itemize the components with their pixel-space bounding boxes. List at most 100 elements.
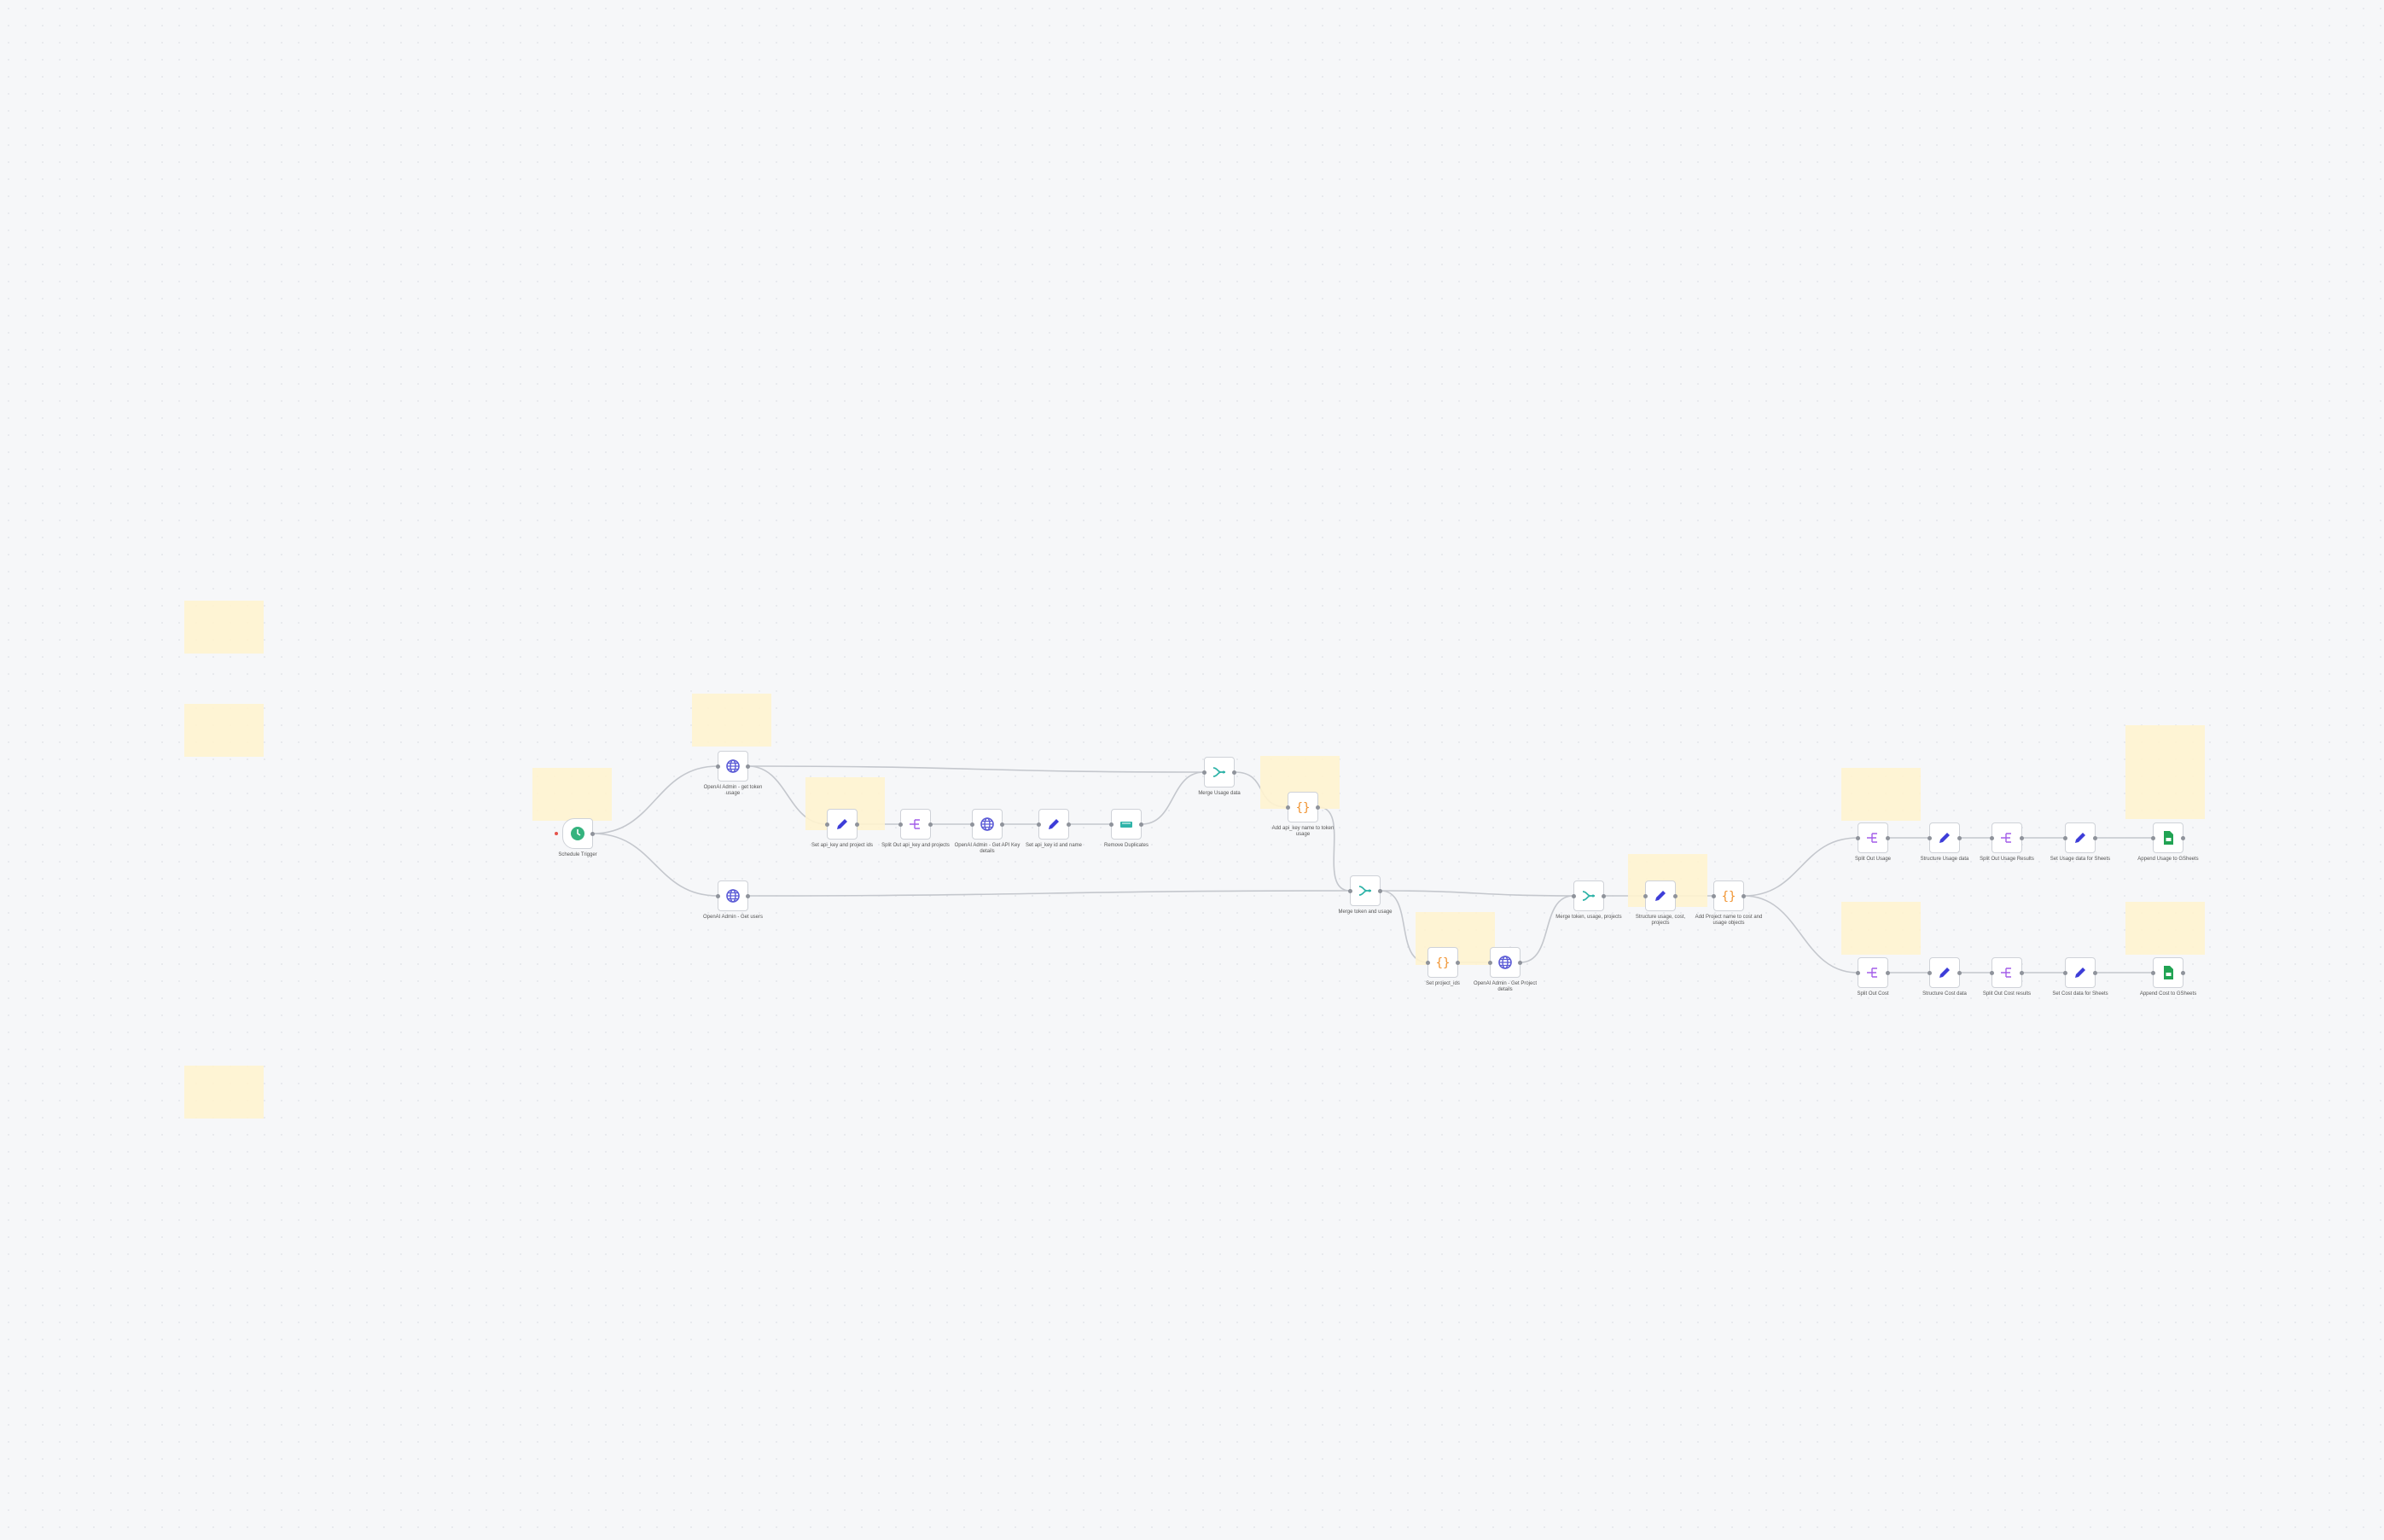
input-handle[interactable] xyxy=(2063,971,2067,975)
node-structure-usage-cost-projects[interactable] xyxy=(1643,880,1678,911)
connection-line[interactable] xyxy=(1743,837,1858,897)
input-handle[interactable] xyxy=(1990,836,1994,840)
output-handle[interactable] xyxy=(1232,770,1236,775)
sticky-note[interactable] xyxy=(1841,768,1921,821)
sticky-note[interactable] xyxy=(184,1066,264,1119)
output-handle[interactable] xyxy=(2181,971,2185,975)
output-handle[interactable] xyxy=(1602,894,1606,898)
sticky-note[interactable] xyxy=(532,768,612,821)
node-split-out-cost[interactable] xyxy=(1856,957,1890,988)
input-handle[interactable] xyxy=(2151,836,2155,840)
input-handle[interactable] xyxy=(716,764,720,769)
connection-line[interactable] xyxy=(747,890,1351,897)
input-handle[interactable] xyxy=(1856,971,1860,975)
input-handle[interactable] xyxy=(1990,971,1994,975)
node-add-api-key-name-to-token-usage[interactable]: {} xyxy=(1286,792,1320,822)
pencil-icon xyxy=(1655,891,1666,901)
output-handle[interactable] xyxy=(590,832,595,836)
input-handle[interactable] xyxy=(716,894,720,898)
input-handle[interactable] xyxy=(2063,836,2067,840)
output-handle[interactable] xyxy=(1673,894,1678,898)
output-handle[interactable] xyxy=(2093,836,2097,840)
connection-line[interactable] xyxy=(1380,890,1574,897)
input-handle[interactable] xyxy=(2151,971,2155,975)
node-split-out-api-key-and-projects[interactable] xyxy=(898,809,933,840)
input-handle[interactable] xyxy=(1109,822,1114,827)
output-handle[interactable] xyxy=(1316,805,1320,810)
sticky-note[interactable] xyxy=(2125,902,2205,955)
connection-line[interactable] xyxy=(747,765,1205,773)
node-split-out-cost-results[interactable] xyxy=(1990,957,2024,988)
input-handle[interactable] xyxy=(970,822,974,827)
node-set-project-ids[interactable]: {} xyxy=(1426,947,1460,978)
output-handle[interactable] xyxy=(2093,971,2097,975)
output-handle[interactable] xyxy=(1378,889,1382,893)
output-handle[interactable] xyxy=(1886,836,1890,840)
output-handle[interactable] xyxy=(746,894,750,898)
output-handle[interactable] xyxy=(2020,836,2024,840)
input-handle[interactable] xyxy=(1348,889,1352,893)
node-append-cost-to-gsheets[interactable] xyxy=(2151,957,2185,988)
sticky-note[interactable] xyxy=(692,694,771,747)
connection-line[interactable] xyxy=(592,833,718,897)
connection-line[interactable] xyxy=(1520,895,1574,963)
node-set-usage-data-for-sheets[interactable] xyxy=(2063,822,2097,853)
node-structure-usage-data[interactable] xyxy=(1928,822,1962,853)
input-handle[interactable] xyxy=(1202,770,1207,775)
input-handle[interactable] xyxy=(1572,894,1576,898)
output-handle[interactable] xyxy=(1741,894,1746,898)
connection-line[interactable] xyxy=(1317,806,1351,892)
node-split-out-usage[interactable] xyxy=(1856,822,1890,853)
code-icon: {} xyxy=(1296,801,1311,815)
sticky-note[interactable] xyxy=(2125,725,2205,819)
node-set-cost-data-for-sheets[interactable] xyxy=(2063,957,2097,988)
output-handle[interactable] xyxy=(928,822,933,827)
node-merge-token-and-usage[interactable] xyxy=(1348,875,1382,906)
node-merge-usage-data[interactable] xyxy=(1202,757,1236,787)
node-set-api-key-id-and-name[interactable] xyxy=(1037,809,1071,840)
connection-line[interactable] xyxy=(1141,771,1205,825)
output-handle[interactable] xyxy=(1518,961,1522,965)
node-set-api-key-and-project-ids[interactable] xyxy=(825,809,859,840)
node-openai-admin-get-users[interactable] xyxy=(716,880,750,911)
input-handle[interactable] xyxy=(1286,805,1290,810)
sticky-note[interactable] xyxy=(184,704,264,757)
node-openai-admin-get-token-usage[interactable] xyxy=(716,751,750,782)
output-handle[interactable] xyxy=(1000,822,1004,827)
merge-icon xyxy=(1582,891,1595,901)
input-handle[interactable] xyxy=(1856,836,1860,840)
output-handle[interactable] xyxy=(1886,971,1890,975)
output-handle[interactable] xyxy=(1957,971,1962,975)
node-openai-admin-get-project-details[interactable] xyxy=(1488,947,1522,978)
node-merge-token-usage-projects[interactable] xyxy=(1572,880,1606,911)
output-handle[interactable] xyxy=(1456,961,1460,965)
input-handle[interactable] xyxy=(1643,894,1648,898)
input-handle[interactable] xyxy=(1488,961,1492,965)
output-handle[interactable] xyxy=(1957,836,1962,840)
input-handle[interactable] xyxy=(1928,836,1932,840)
input-handle[interactable] xyxy=(1928,971,1932,975)
sticky-note[interactable] xyxy=(184,601,264,654)
output-handle[interactable] xyxy=(855,822,859,827)
connection-line[interactable] xyxy=(1743,895,1858,973)
input-handle[interactable] xyxy=(898,822,903,827)
node-structure-cost-data[interactable] xyxy=(1928,957,1962,988)
output-handle[interactable] xyxy=(2181,836,2185,840)
connection-line[interactable] xyxy=(592,765,718,834)
node-schedule-trigger[interactable] xyxy=(562,818,595,849)
node-openai-admin-get-api-key-details[interactable] xyxy=(970,809,1004,840)
node-split-out-usage-results[interactable] xyxy=(1990,822,2024,853)
node-add-project-name-to-cost-and-usage-objects[interactable]: {} xyxy=(1712,880,1746,911)
input-handle[interactable] xyxy=(1037,822,1041,827)
input-handle[interactable] xyxy=(1426,961,1430,965)
node-remove-duplicates[interactable] xyxy=(1109,809,1143,840)
input-handle[interactable] xyxy=(825,822,829,827)
sticky-note[interactable] xyxy=(1841,902,1921,955)
output-handle[interactable] xyxy=(746,764,750,769)
split-icon xyxy=(2001,833,2011,843)
output-handle[interactable] xyxy=(2020,971,2024,975)
node-append-usage-to-gsheets[interactable] xyxy=(2151,822,2185,853)
output-handle[interactable] xyxy=(1139,822,1143,827)
input-handle[interactable] xyxy=(1712,894,1716,898)
output-handle[interactable] xyxy=(1067,822,1071,827)
